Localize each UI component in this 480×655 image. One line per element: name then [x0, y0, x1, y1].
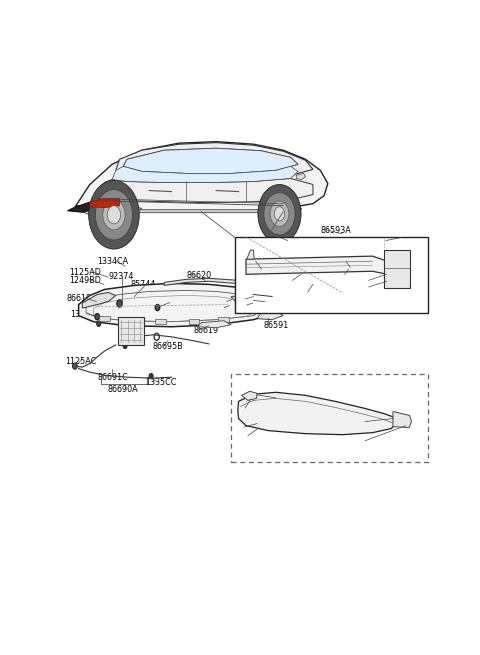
Text: 1327AC: 1327AC: [232, 404, 263, 413]
Polygon shape: [198, 321, 231, 328]
Polygon shape: [231, 295, 268, 305]
Polygon shape: [116, 143, 313, 181]
Polygon shape: [257, 206, 302, 215]
Circle shape: [375, 242, 378, 246]
Polygon shape: [125, 318, 136, 323]
Circle shape: [96, 189, 132, 240]
Circle shape: [307, 263, 311, 268]
Text: 86641A: 86641A: [365, 277, 396, 286]
Polygon shape: [79, 284, 276, 327]
Polygon shape: [241, 391, 257, 400]
Text: 86363M: 86363M: [232, 424, 264, 432]
Circle shape: [107, 206, 120, 224]
Circle shape: [341, 242, 344, 246]
Text: 86613C: 86613C: [241, 301, 272, 310]
Text: 1327AE: 1327AE: [71, 310, 101, 319]
Text: 86690A: 86690A: [108, 384, 138, 394]
Text: 86696A: 86696A: [216, 298, 247, 307]
Circle shape: [259, 263, 263, 268]
Text: 85744: 85744: [131, 280, 156, 289]
FancyBboxPatch shape: [118, 317, 144, 345]
Text: 86614D: 86614D: [240, 295, 270, 305]
Circle shape: [274, 207, 285, 221]
Polygon shape: [99, 316, 110, 321]
Text: 86692A: 86692A: [360, 418, 391, 427]
Text: 86695A: 86695A: [215, 304, 245, 313]
Text: 1335CC: 1335CC: [145, 378, 177, 387]
Text: 86591: 86591: [264, 321, 289, 330]
Circle shape: [97, 321, 100, 326]
Text: 86633G: 86633G: [257, 266, 288, 274]
Circle shape: [246, 396, 250, 402]
Polygon shape: [90, 198, 120, 208]
Circle shape: [149, 373, 153, 379]
Circle shape: [356, 263, 360, 268]
Circle shape: [264, 193, 295, 235]
Circle shape: [391, 255, 395, 260]
Text: 1125AD: 1125AD: [69, 269, 101, 277]
Circle shape: [155, 305, 160, 310]
Text: 1125AC: 1125AC: [66, 356, 97, 365]
Circle shape: [270, 201, 289, 227]
Polygon shape: [296, 174, 305, 179]
Circle shape: [404, 419, 408, 424]
Text: 86691C: 86691C: [97, 373, 128, 382]
Text: 86610: 86610: [67, 294, 92, 303]
Polygon shape: [393, 411, 411, 428]
Polygon shape: [238, 392, 396, 435]
Polygon shape: [218, 316, 229, 322]
Circle shape: [95, 314, 99, 320]
Text: 92374: 92374: [108, 272, 134, 281]
Text: 86695B: 86695B: [152, 343, 183, 352]
Bar: [235, 238, 428, 313]
Polygon shape: [75, 141, 328, 212]
Text: 86593A: 86593A: [321, 227, 351, 235]
Polygon shape: [112, 166, 298, 183]
Text: 86590: 86590: [156, 299, 181, 308]
Text: 86642A: 86642A: [365, 284, 396, 292]
Circle shape: [72, 363, 77, 369]
Circle shape: [103, 200, 125, 230]
Polygon shape: [97, 178, 313, 202]
Text: (3.3L): (3.3L): [235, 375, 261, 384]
Circle shape: [117, 300, 122, 307]
Text: 1125KH: 1125KH: [386, 237, 417, 246]
Polygon shape: [247, 250, 254, 259]
Text: 86633D: 86633D: [347, 264, 378, 272]
Polygon shape: [246, 256, 387, 274]
Polygon shape: [123, 148, 298, 174]
Circle shape: [281, 263, 285, 268]
Circle shape: [334, 263, 337, 268]
Circle shape: [257, 421, 261, 427]
Text: 1334CA: 1334CA: [97, 257, 128, 266]
Polygon shape: [123, 148, 298, 174]
Bar: [231, 373, 428, 462]
Circle shape: [89, 181, 139, 249]
Polygon shape: [83, 206, 142, 215]
Polygon shape: [384, 250, 410, 288]
Text: 86619: 86619: [194, 326, 219, 335]
Text: 1249BD: 1249BD: [69, 276, 101, 286]
Text: 1249LG: 1249LG: [360, 438, 392, 446]
Polygon shape: [83, 292, 116, 308]
Circle shape: [123, 343, 127, 348]
Text: 86693A: 86693A: [242, 432, 273, 441]
Polygon shape: [189, 319, 199, 324]
Polygon shape: [67, 200, 97, 212]
Circle shape: [258, 185, 301, 243]
Polygon shape: [257, 310, 283, 320]
Polygon shape: [97, 209, 283, 213]
Text: 86620: 86620: [186, 271, 212, 280]
Text: 86630: 86630: [274, 237, 299, 246]
Circle shape: [391, 276, 395, 282]
Text: 86633G: 86633G: [304, 288, 335, 297]
Text: 86631B: 86631B: [289, 277, 319, 286]
Polygon shape: [164, 278, 261, 288]
Text: 1339CD: 1339CD: [339, 271, 371, 280]
Polygon shape: [155, 319, 166, 324]
Text: 86691B: 86691B: [273, 394, 303, 403]
